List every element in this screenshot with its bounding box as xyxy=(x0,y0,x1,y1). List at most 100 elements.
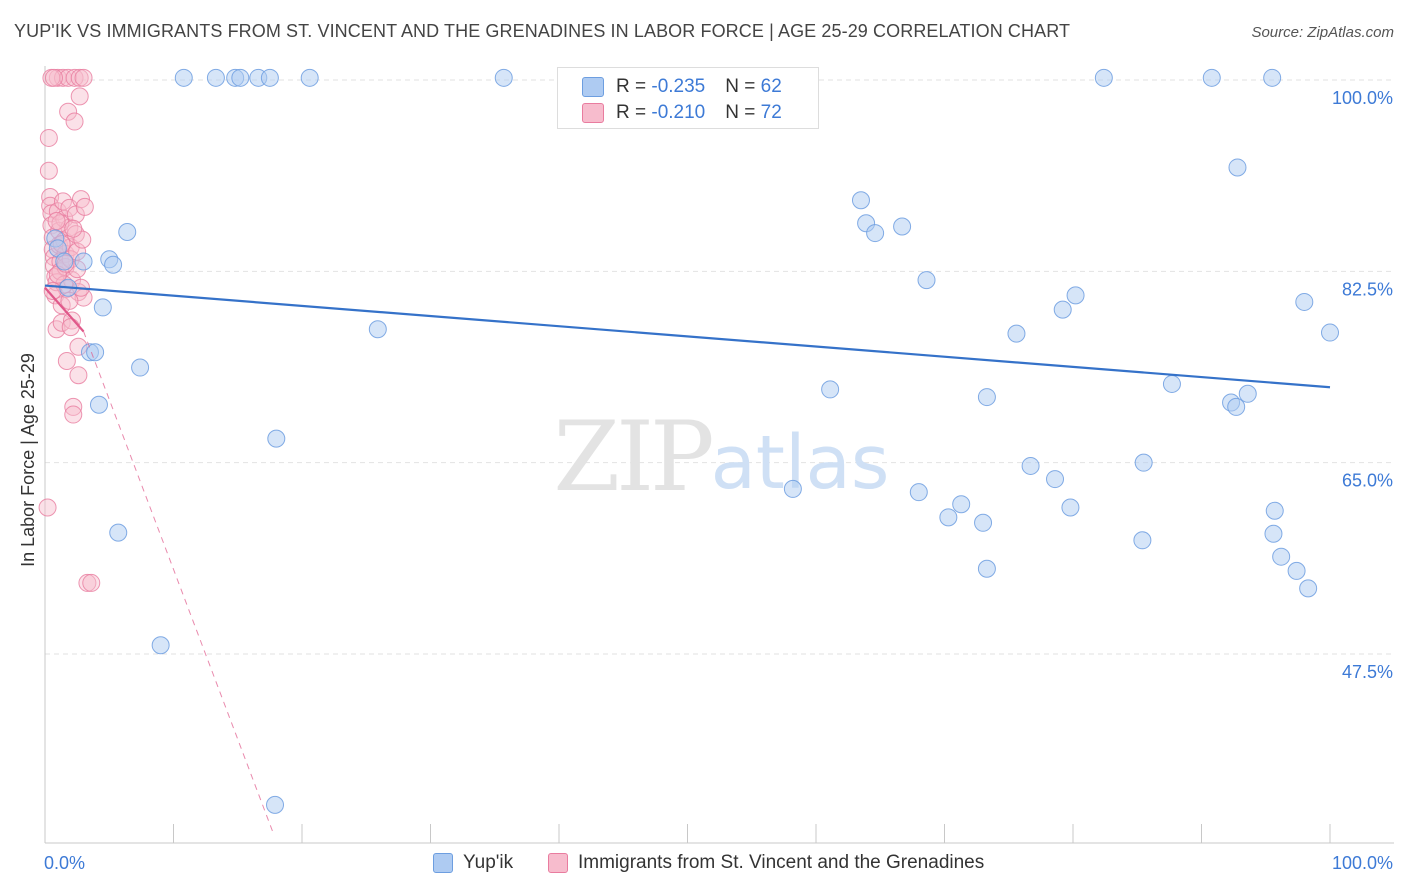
immigrants-point xyxy=(64,405,83,424)
immigrants-point xyxy=(75,197,94,216)
trend-lines xyxy=(44,284,1331,835)
immigrants-trend-line xyxy=(44,287,85,333)
stats-row-yupik: R = -0.235 N = 62 xyxy=(582,76,782,98)
stats-row-immigrants: R = -0.210 N = 72 xyxy=(582,102,782,124)
yupik-point xyxy=(1265,501,1284,520)
yupik-point xyxy=(109,523,128,542)
yupik-point xyxy=(952,495,971,514)
immigrants-point xyxy=(65,112,84,131)
legend-item-yupik[interactable]: Yup'ik xyxy=(433,852,513,874)
immigrants-point xyxy=(57,351,76,370)
yupik-point xyxy=(1046,470,1065,489)
series-legend: Yup'ik Immigrants from St. Vincent and t… xyxy=(0,852,1406,880)
immigrants-point xyxy=(39,161,58,180)
yupik-point xyxy=(104,255,123,274)
yupik-point xyxy=(1228,158,1247,177)
yupik-point xyxy=(231,68,250,87)
y-axis-label: In Labor Force | Age 25-29 xyxy=(18,353,38,567)
yupik-point xyxy=(939,508,958,527)
yupik-point xyxy=(1295,292,1314,311)
yupik-point xyxy=(151,636,170,655)
yupik-point xyxy=(368,320,387,339)
r-label: R = xyxy=(616,102,652,123)
yupik-point xyxy=(851,191,870,210)
yupik-point xyxy=(917,271,936,290)
yupik-point xyxy=(893,217,912,236)
yupik-point xyxy=(821,380,840,399)
yupik-point xyxy=(300,68,319,87)
immigrants-point xyxy=(64,397,83,416)
immigrants-point xyxy=(59,102,78,121)
immigrants-point xyxy=(64,219,83,238)
r-label: R = xyxy=(616,76,652,97)
immigrants-point xyxy=(53,192,72,211)
chart-title: YUP'IK VS IMMIGRANTS FROM ST. VINCENT AN… xyxy=(14,21,1071,41)
yupik-point xyxy=(89,395,108,414)
yupik-point xyxy=(1094,68,1113,87)
n-label: N = xyxy=(725,102,761,123)
yupik-point xyxy=(74,252,93,271)
yupik-point xyxy=(174,68,193,87)
immigrants-point xyxy=(74,68,93,87)
yupik-point xyxy=(260,68,279,87)
yupik-point xyxy=(1264,524,1283,543)
yupik-point xyxy=(909,483,928,502)
yupik-point xyxy=(1321,323,1339,342)
x-tick-label: 0.0% xyxy=(44,853,85,873)
immigrants-point xyxy=(70,68,89,87)
yupik-point xyxy=(1061,498,1080,517)
yupik-point xyxy=(93,298,112,317)
yupik-swatch xyxy=(582,77,604,97)
r-value-yupik: -0.235 xyxy=(651,76,706,97)
yupik-point xyxy=(131,358,150,377)
gridlines xyxy=(45,79,1394,655)
immigrants-point xyxy=(82,573,101,592)
yupik-point xyxy=(86,343,105,362)
y-tick-label: 100.0% xyxy=(1332,88,1393,108)
yupik-point xyxy=(1238,384,1257,403)
y-tick-label: 82.5% xyxy=(1342,279,1393,299)
yupik-point xyxy=(974,513,993,532)
yupik-point xyxy=(55,252,74,271)
yupik-point xyxy=(267,429,286,448)
n-label: N = xyxy=(725,76,761,97)
yupik-point xyxy=(977,388,996,407)
yupik-point xyxy=(118,222,137,241)
watermark-zip: ZIP xyxy=(553,401,712,513)
yupik-point xyxy=(1202,68,1221,87)
yupik-point xyxy=(783,479,802,498)
yupik-point xyxy=(266,795,285,814)
y-tick-label: 47.5% xyxy=(1342,662,1393,682)
yupik-point xyxy=(1066,286,1085,305)
immigrants-point xyxy=(39,128,58,147)
yupik-point xyxy=(1021,456,1040,475)
immigrants-point xyxy=(48,202,67,221)
y-tick-label: 65.0% xyxy=(1342,471,1393,491)
n-value-immigrants: 72 xyxy=(760,102,782,123)
axes xyxy=(44,66,1394,844)
immigrants-series xyxy=(38,68,101,592)
source-label: Source: ZipAtlas.com xyxy=(1251,24,1394,41)
x-tick-label: 100.0% xyxy=(1332,853,1393,873)
immigrants-point xyxy=(78,573,97,592)
yupik-point xyxy=(1227,397,1246,416)
n-value-yupik: 62 xyxy=(760,76,782,97)
yupik-point xyxy=(206,68,225,87)
tick-labels: 47.5% 65.0% 82.5% 100.0% 0.0% 100.0% xyxy=(44,88,1393,873)
yupik-point xyxy=(1272,547,1291,566)
legend-item-immigrants[interactable]: Immigrants from St. Vincent and the Gren… xyxy=(548,852,984,874)
yupik-point xyxy=(1007,324,1026,343)
yupik-point xyxy=(1133,531,1152,550)
yupik-series xyxy=(46,68,1339,814)
legend-label-immigrants: Immigrants from St. Vincent and the Gren… xyxy=(578,852,985,873)
immigrants-point xyxy=(47,212,66,231)
stats-legend: R = -0.235 N = 62 R = -0.210 N = 72 xyxy=(557,67,819,129)
immigrants-point xyxy=(61,318,80,337)
yupik-trend-line xyxy=(44,284,1331,389)
yupik-point xyxy=(1287,561,1306,580)
immigrants-point xyxy=(44,68,63,87)
yupik-point xyxy=(977,559,996,578)
watermark: ZIP atlas xyxy=(553,401,889,513)
immigrants-point xyxy=(70,87,89,106)
